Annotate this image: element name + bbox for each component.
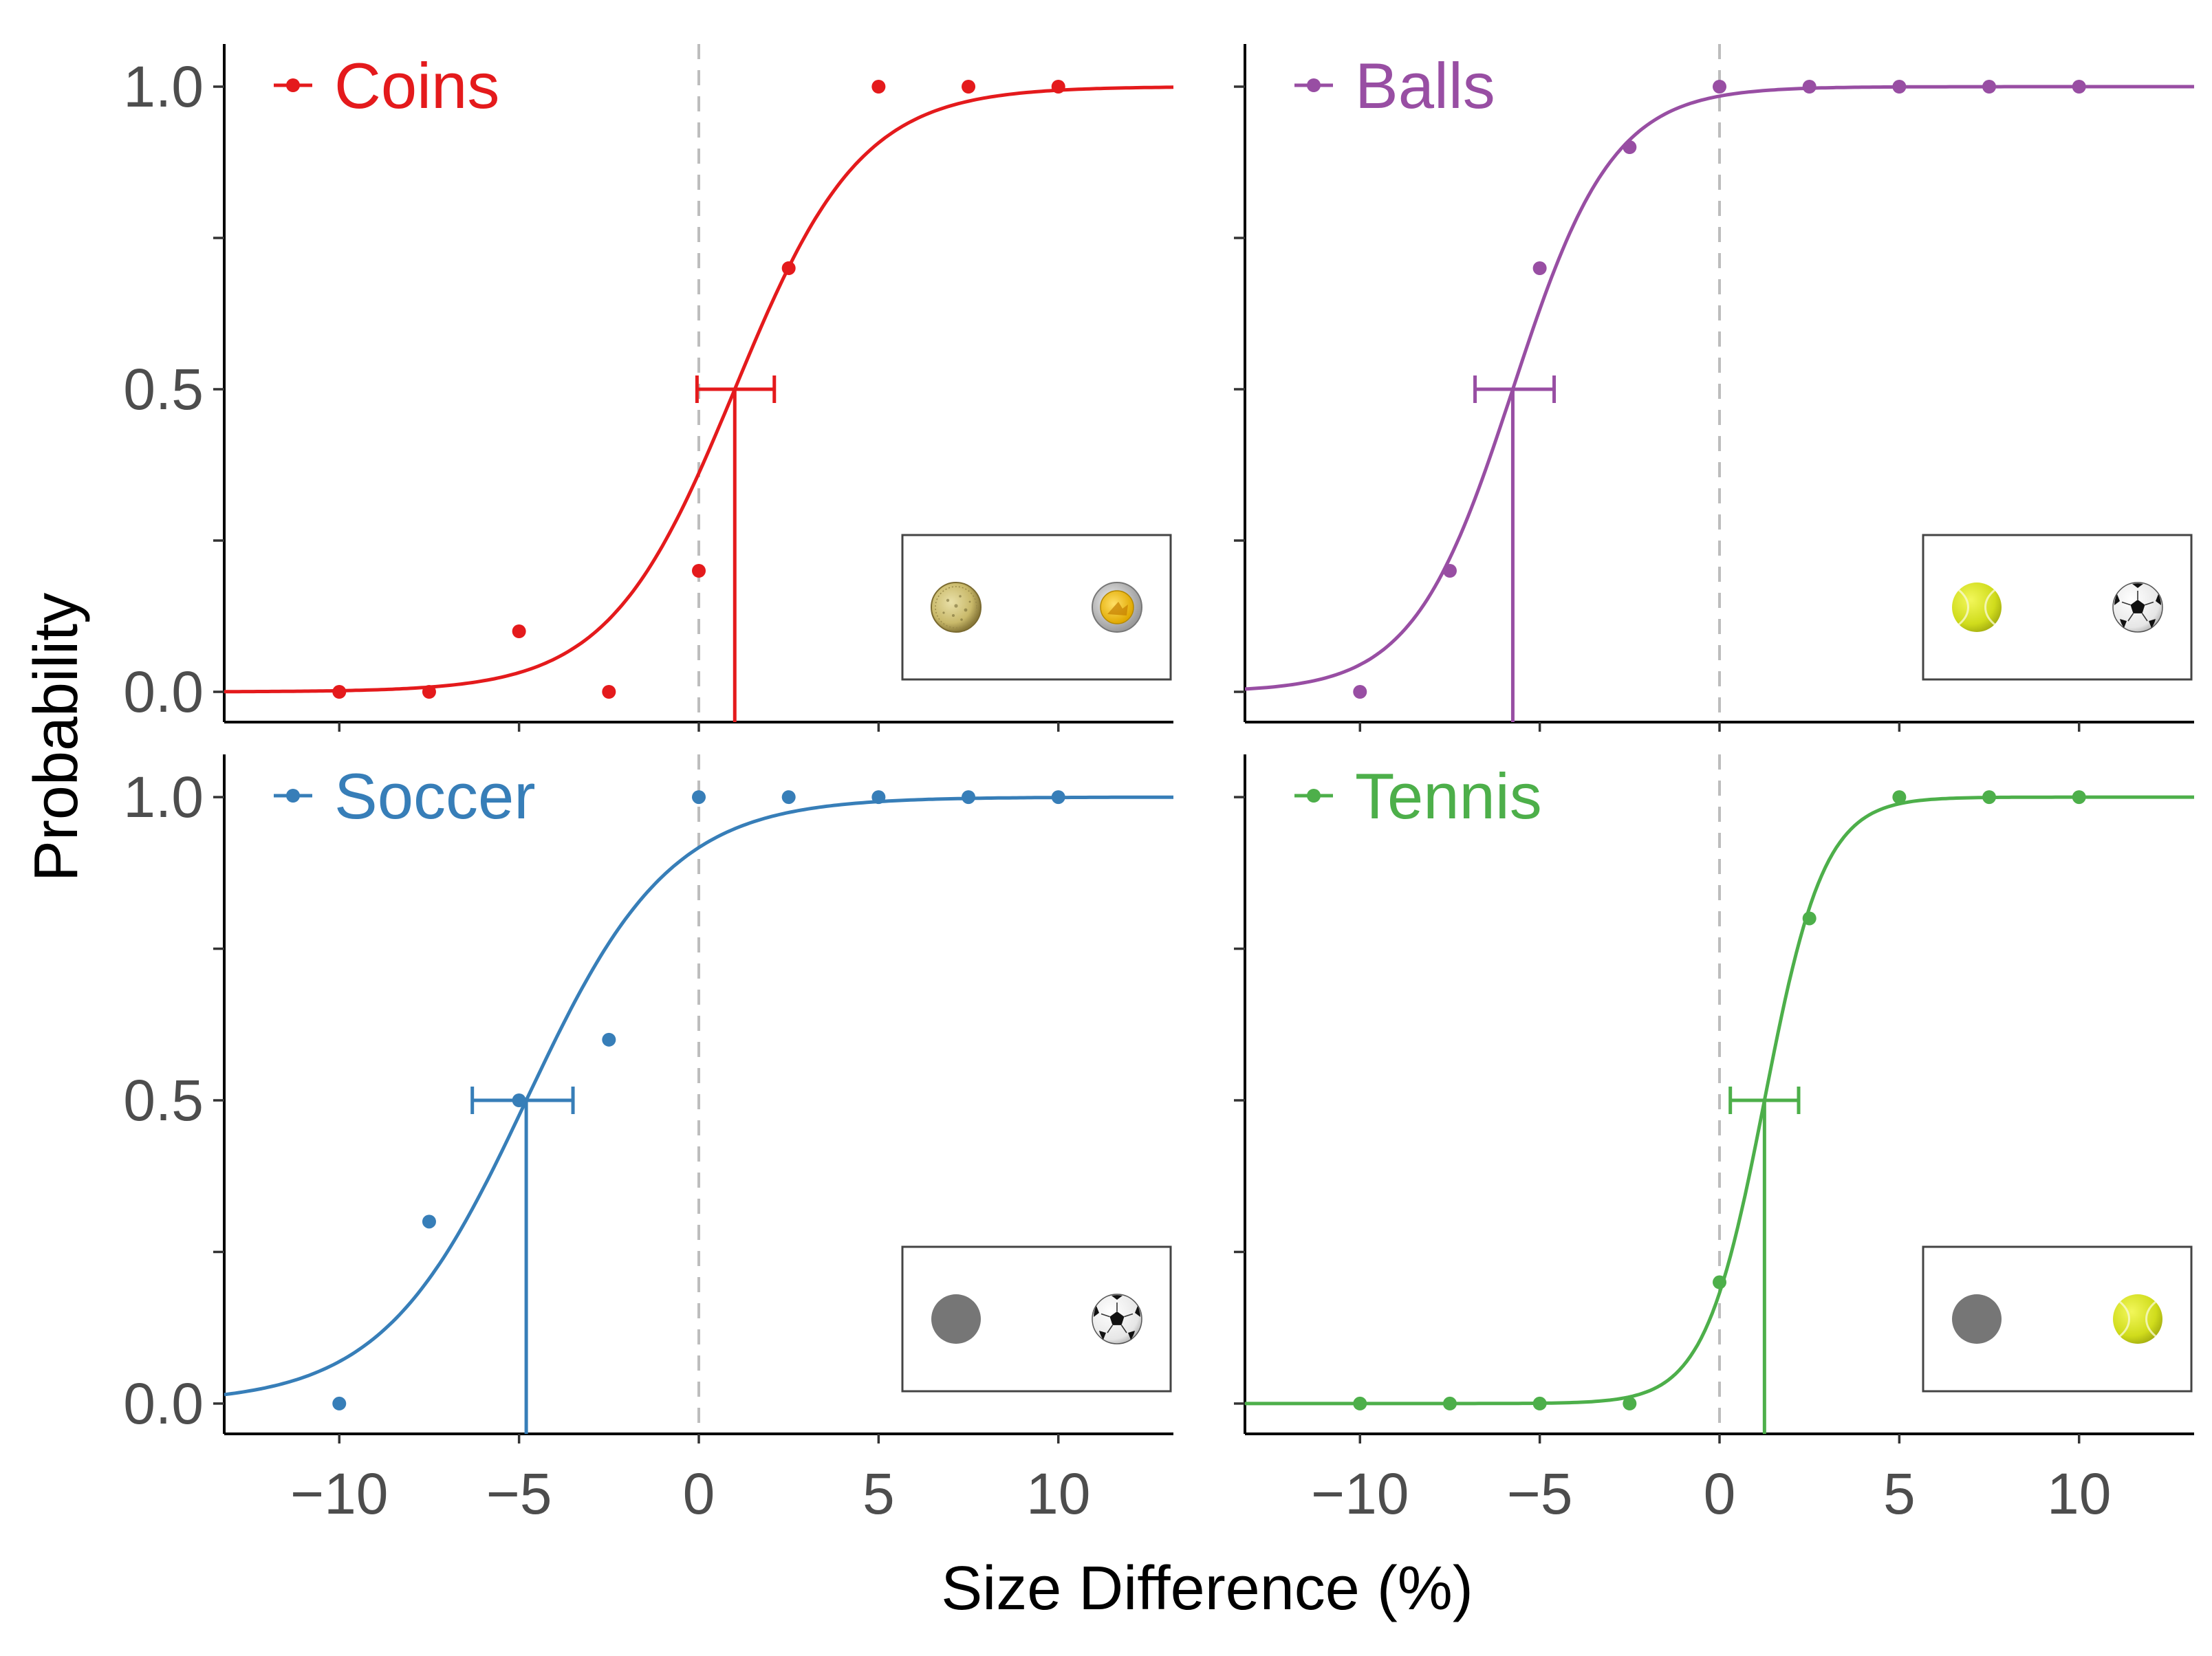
data-point-balls <box>1802 80 1817 94</box>
legend-key-point <box>286 78 300 92</box>
x-tick-label: −5 <box>486 1461 552 1526</box>
legend-key-point <box>286 789 300 803</box>
stimulus-inset-tennis <box>1922 1245 2193 1393</box>
data-point-balls <box>1353 685 1367 699</box>
panel-tennis: −10 −5 0 5 10 Tennis <box>1234 754 2194 1526</box>
data-point-coins <box>422 685 436 699</box>
data-point-tennis <box>1982 790 1997 805</box>
stimulus-inset-coins <box>901 534 1172 681</box>
data-point-soccer <box>962 790 976 805</box>
x-tick-label: −10 <box>1311 1461 1409 1526</box>
x-tick-label: 10 <box>2047 1461 2111 1526</box>
gray-disk-icon <box>931 1294 981 1344</box>
legend-label-tennis: Tennis <box>1355 760 1542 832</box>
legend-key-point <box>1307 789 1321 803</box>
y-tick-label: 0.5 <box>123 357 204 422</box>
panel-balls: Balls <box>1234 44 2194 732</box>
data-point-tennis <box>2072 790 2086 805</box>
legend-label-coins: Coins <box>334 50 499 122</box>
data-point-tennis <box>1532 1396 1547 1410</box>
y-tick-label: 1.0 <box>123 54 204 119</box>
soccer-ball-icon <box>1092 1294 1142 1344</box>
data-point-soccer <box>602 1032 616 1047</box>
x-tick-label: 0 <box>1704 1461 1736 1526</box>
y-tick-label: 1.0 <box>123 765 204 829</box>
gray-disk-icon <box>1952 1294 2002 1344</box>
fit-curve-balls <box>1244 85 2194 691</box>
y-tick-label: 0.5 <box>123 1068 204 1133</box>
data-point-balls <box>1982 80 1997 94</box>
stimulus-inset-balls <box>1922 534 2193 681</box>
data-point-coins <box>781 261 796 275</box>
x-tick-label: 10 <box>1026 1461 1090 1526</box>
data-point-tennis <box>1353 1396 1367 1410</box>
data-point-coins <box>602 685 616 699</box>
stimulus-inset-soccer <box>901 1245 1172 1393</box>
data-point-coins <box>871 80 886 94</box>
data-point-coins <box>512 624 526 638</box>
y-axis-title: Probability <box>22 593 91 882</box>
data-point-balls <box>2072 80 2086 94</box>
y-tick-label: 0.0 <box>123 1371 204 1436</box>
legend-label-soccer: Soccer <box>334 760 536 832</box>
data-point-soccer <box>871 790 886 805</box>
data-point-soccer <box>1051 790 1065 805</box>
x-tick-label: −5 <box>1507 1461 1573 1526</box>
data-point-balls <box>1623 140 1637 154</box>
fit-curve-soccer <box>224 795 1173 1397</box>
x-axis-title: Size Difference (%) <box>941 1554 1473 1623</box>
data-point-tennis <box>1713 1275 1726 1289</box>
legend-key-point <box>1307 78 1321 92</box>
data-point-coins <box>1051 80 1065 94</box>
x-tick-label: −10 <box>290 1461 389 1526</box>
data-point-soccer <box>512 1093 526 1107</box>
data-point-tennis <box>1802 911 1817 926</box>
data-point-balls <box>1442 564 1457 578</box>
y-tick-label: 0.0 <box>123 660 204 724</box>
data-point-soccer <box>332 1396 347 1410</box>
x-tick-label: 5 <box>863 1461 895 1526</box>
x-tick-label: 0 <box>683 1461 715 1526</box>
soccer-ball-icon <box>2112 582 2163 633</box>
data-point-balls <box>1892 80 1907 94</box>
data-point-soccer <box>692 790 706 805</box>
panel-coins: 0.0 0.5 1.0 Coins <box>123 44 1174 732</box>
gold-silver-coin-icon <box>1092 582 1142 633</box>
tennis-ball-icon <box>1951 581 2003 633</box>
gold-coin-icon <box>931 582 982 633</box>
data-point-tennis <box>1442 1396 1457 1410</box>
panel-soccer: 0.0 0.5 1.0 −10 −5 0 5 10 Soccer <box>123 754 1173 1526</box>
tennis-ball-icon <box>2112 1293 2164 1345</box>
data-point-coins <box>332 685 347 699</box>
legend-label-balls: Balls <box>1355 50 1495 122</box>
data-point-balls <box>1713 80 1726 94</box>
data-point-tennis <box>1623 1396 1637 1410</box>
data-point-coins <box>962 80 976 94</box>
data-point-soccer <box>422 1214 436 1229</box>
x-tick-label: 5 <box>1883 1461 1916 1526</box>
data-point-balls <box>1532 261 1547 275</box>
data-point-tennis <box>1892 790 1907 805</box>
panels-layer: 0.0 0.5 1.0 Coins Balls 0.0 0.5 1.0 −10 −5 0 5 10 Soc… <box>123 44 2194 1526</box>
fit-curve-tennis <box>1245 795 2194 1406</box>
fit-curve-coins <box>224 85 1174 694</box>
data-point-coins <box>692 564 706 578</box>
data-point-soccer <box>781 790 796 805</box>
